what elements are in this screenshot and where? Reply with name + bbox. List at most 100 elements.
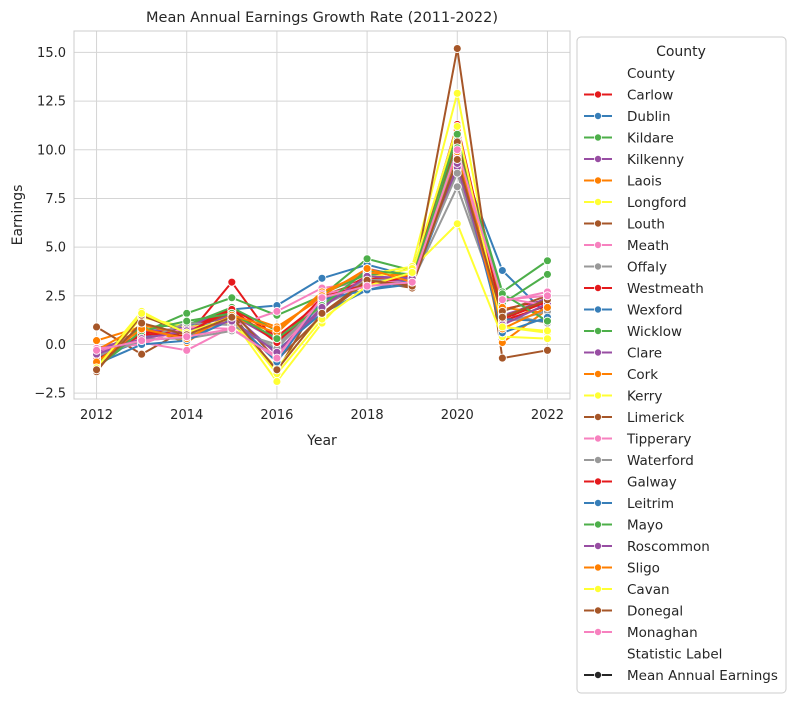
legend-label-cork: Cork (627, 367, 658, 383)
point-donegal (227, 312, 237, 322)
point-kildare (227, 293, 237, 303)
point-donegal (92, 365, 101, 375)
legend-swatch-marker-westmeath (594, 283, 603, 292)
point-offaly (452, 182, 462, 192)
y-tick-label: 5.0 (45, 241, 66, 256)
point-monaghan (272, 353, 282, 363)
point-donegal (137, 318, 147, 328)
point-kildare (543, 256, 552, 266)
legend-swatch-marker-offaly (594, 262, 603, 271)
point-longford (272, 377, 282, 386)
legend-label-cavan: Cavan (627, 582, 670, 598)
legend-items: County Carlow Dublin Kildare Kilkenny Laois Lo… (584, 66, 778, 684)
legend-label-longford: Longford (627, 195, 687, 211)
legend-swatch-marker-wicklow (594, 326, 603, 335)
point-donegal (317, 308, 327, 318)
point-carlow (227, 277, 237, 287)
x-tick-label: 2012 (80, 408, 113, 423)
point-cavan (137, 308, 147, 318)
point-kildare (362, 254, 372, 264)
point-wicklow (452, 129, 462, 139)
legend-label-kilkenny: Kilkenny (627, 152, 684, 168)
y-tick-label: 10.0 (37, 143, 66, 158)
x-tick-label: 2016 (260, 408, 293, 423)
point-cavan (407, 267, 417, 277)
point-meath (182, 345, 192, 355)
point-donegal (272, 365, 282, 375)
legend-swatch-marker-sligo (594, 563, 603, 572)
legend-swatch-marker-louth (594, 219, 603, 228)
legend-label-westmeath: Westmeath (627, 281, 704, 297)
point-monaghan (497, 295, 507, 305)
legend-swatch-marker-meath (594, 240, 603, 249)
point-mayo (543, 316, 552, 326)
grid-lines (74, 31, 570, 399)
legend: County County Carlow Dublin Kildare Kilkenny… (576, 36, 787, 694)
point-kerry (543, 334, 552, 344)
legend-swatch-marker-carlow (594, 90, 603, 99)
point-monaghan (452, 145, 462, 155)
x-axis-label: Year (306, 433, 337, 449)
y-tick-label: 2.5 (45, 289, 66, 304)
point-louth (137, 349, 147, 359)
legend-title: County (656, 44, 706, 60)
point-monaghan (362, 281, 372, 291)
legend-swatch-marker-donegal (594, 606, 603, 615)
legend-swatch-marker-mean-annual-earnings (594, 671, 603, 680)
legend-label-waterford: Waterford (627, 453, 694, 469)
legend-label-mean-annual-earnings: Mean Annual Earnings (627, 668, 778, 684)
point-monaghan (227, 324, 237, 334)
legend-label-roscommon: Roscommon (627, 539, 710, 555)
series-lines (92, 44, 552, 386)
point-waterford (452, 168, 462, 178)
y-tick-labels: −2.5 0.0 2.5 5.0 7.5 10.0 12.5 15.0 (34, 46, 66, 402)
y-tick-label: 0.0 (45, 338, 66, 353)
point-sligo (543, 303, 552, 312)
legend-swatch-marker-wexford (594, 305, 603, 314)
legend-swatch-marker-cavan (594, 585, 603, 594)
legend-swatch-marker-monaghan (594, 628, 603, 637)
legend-label-offaly: Offaly (627, 260, 667, 276)
legend-label-laois: Laois (627, 174, 662, 190)
point-mayo (182, 316, 192, 326)
legend-label-louth: Louth (627, 217, 665, 233)
legend-label-kerry: Kerry (627, 389, 662, 405)
point-cavan (497, 322, 507, 332)
legend-label-tipperary: Tipperary (626, 432, 691, 448)
point-louth (92, 322, 101, 332)
y-tick-label: 15.0 (37, 46, 66, 61)
legend-swatch-marker-cork (594, 369, 603, 378)
legend-swatch-marker-kilkenny (594, 154, 603, 163)
point-monaghan (317, 293, 327, 303)
point-monaghan (407, 277, 417, 287)
legend-swatch-marker-leitrim (594, 498, 603, 507)
legend-label-clare: Clare (627, 346, 662, 362)
x-tick-label: 2020 (441, 408, 474, 423)
point-monaghan (137, 336, 147, 346)
point-sligo (272, 324, 282, 334)
point-kildare (182, 308, 192, 318)
point-wicklow (543, 269, 552, 279)
point-cavan (452, 121, 462, 131)
legend-swatch-marker-limerick (594, 412, 603, 421)
point-monaghan (543, 291, 552, 301)
legend-section-header: Statistic Label (627, 647, 722, 663)
y-axis-label: Earnings (10, 185, 26, 246)
point-longford (452, 88, 462, 98)
plot-area-frame (73, 30, 571, 400)
legend-label-leitrim: Leitrim (627, 496, 674, 512)
legend-label-mayo: Mayo (627, 518, 663, 534)
legend-label-kildare: Kildare (627, 131, 674, 147)
point-dublin (497, 266, 507, 275)
point-louth (497, 353, 507, 363)
legend-swatch-marker-tipperary (594, 434, 603, 443)
legend-label-carlow: Carlow (627, 88, 673, 104)
point-sligo (362, 264, 372, 273)
point-monaghan (182, 332, 192, 342)
point-mayo (272, 334, 282, 344)
legend-swatch-marker-clare (594, 348, 603, 357)
point-donegal (452, 155, 462, 164)
legend-label-monaghan: Monaghan (627, 625, 698, 641)
legend-label-wexford: Wexford (627, 303, 683, 319)
